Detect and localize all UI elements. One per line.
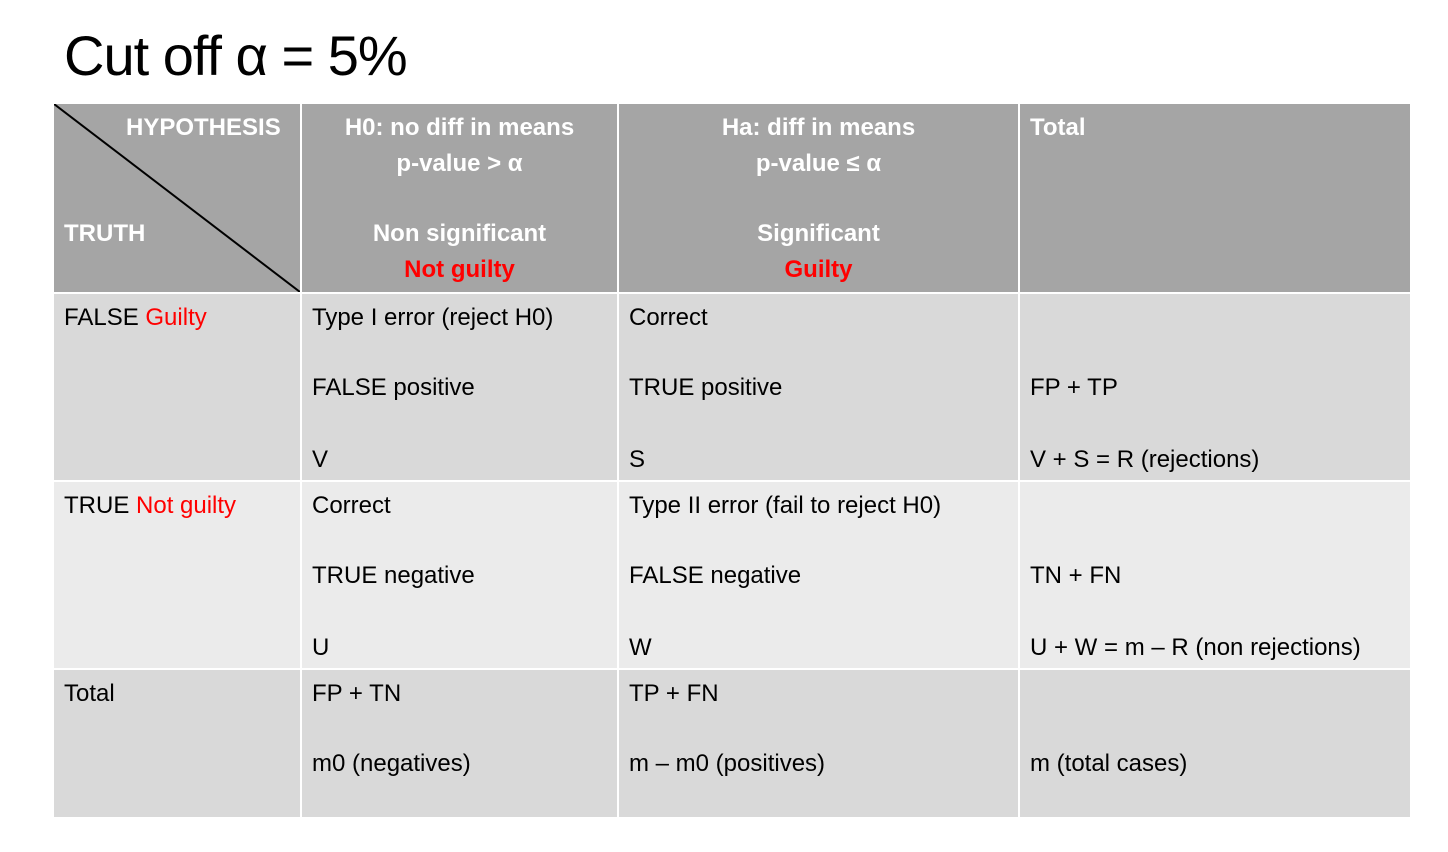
row-true-total-cell: TN + FN U + W = m – R (non rejections) bbox=[1020, 482, 1410, 668]
s-symbol: S bbox=[629, 446, 646, 473]
correct-label: Correct bbox=[629, 304, 708, 331]
row-false-guilty: Guilty bbox=[145, 304, 207, 331]
h0-title: H0: no diff in means bbox=[344, 114, 575, 141]
row-total-total-cell: m (total cases) bbox=[1020, 670, 1410, 817]
row-true-not-guilty: Not guilty bbox=[136, 492, 237, 519]
diagonal-divider bbox=[54, 104, 300, 292]
row-false-label-cell: FALSE Guilty bbox=[54, 294, 300, 480]
corner-hypothesis-label: HYPOTHESIS bbox=[126, 114, 281, 141]
positives-count: m – m0 (positives) bbox=[629, 750, 826, 777]
header-h0-cell: H0: no diff in means p-value > α Non sig… bbox=[302, 104, 617, 292]
row-true-label-cell: TRUE Not guilty bbox=[54, 482, 300, 668]
row-total-label-cell: Total bbox=[54, 670, 300, 817]
header-ha-cell: Ha: diff in means p-value ≤ α Significan… bbox=[619, 104, 1018, 292]
header-total-label: Total bbox=[1030, 114, 1086, 141]
negatives-count: m0 (negatives) bbox=[312, 750, 471, 777]
false-positive-label: FALSE positive bbox=[312, 374, 475, 401]
row-false-prefix: FALSE bbox=[64, 304, 139, 331]
tn-fn-sum: TN + FN bbox=[1030, 562, 1122, 589]
w-symbol: W bbox=[629, 634, 652, 661]
fp-tp-sum: FP + TP bbox=[1030, 374, 1118, 401]
h0-verdict: Not guilty bbox=[404, 256, 515, 283]
rejections-sum: V + S = R (rejections) bbox=[1030, 446, 1260, 473]
u-symbol: U bbox=[312, 634, 330, 661]
true-positive-label: TRUE positive bbox=[629, 374, 783, 401]
false-negative-label: FALSE negative bbox=[629, 562, 802, 589]
fp-tn-sum: FP + TN bbox=[312, 680, 402, 707]
h0-pvalue: p-value > α bbox=[396, 150, 523, 177]
non-rejections-sum: U + W = m – R (non rejections) bbox=[1030, 634, 1361, 661]
v-symbol: V bbox=[312, 446, 329, 473]
header-total-cell: Total bbox=[1020, 104, 1410, 292]
row-true-label: TRUE Not guilty bbox=[64, 488, 300, 524]
row-false-h0-cell: Type I error (reject H0) FALSE positive … bbox=[302, 294, 617, 480]
row-true-ha-cell: Type II error (fail to reject H0) FALSE … bbox=[619, 482, 1018, 668]
row-total-ha-cell: TP + FN m – m0 (positives) bbox=[619, 670, 1018, 817]
header-corner-cell: HYPOTHESIS TRUTH bbox=[54, 104, 300, 292]
row-false-label: FALSE Guilty bbox=[64, 300, 300, 336]
h0-significance: Non significant bbox=[372, 220, 547, 247]
contingency-table: HYPOTHESIS TRUTH H0: no diff in means p-… bbox=[54, 104, 1410, 817]
tp-fn-sum: TP + FN bbox=[629, 680, 719, 707]
type-one-error-label: Type I error (reject H0) bbox=[312, 304, 554, 331]
total-cases-count: m (total cases) bbox=[1030, 750, 1188, 777]
ha-pvalue: p-value ≤ α bbox=[755, 150, 882, 177]
ha-significance: Significant bbox=[757, 220, 880, 247]
row-false-ha-cell: Correct TRUE positive S bbox=[619, 294, 1018, 480]
slide-title: Cut off α = 5% bbox=[64, 24, 408, 87]
row-true-prefix: TRUE bbox=[64, 492, 130, 519]
true-negative-label: TRUE negative bbox=[312, 562, 475, 589]
ha-verdict: Guilty bbox=[784, 256, 853, 283]
ha-title: Ha: diff in means bbox=[721, 114, 916, 141]
corner-truth-label: TRUTH bbox=[64, 220, 146, 247]
correct-label: Correct bbox=[312, 492, 391, 519]
row-true-h0-cell: Correct TRUE negative U bbox=[302, 482, 617, 668]
row-total-label: Total bbox=[64, 680, 115, 707]
row-total-h0-cell: FP + TN m0 (negatives) bbox=[302, 670, 617, 817]
type-two-error-label: Type II error (fail to reject H0) bbox=[629, 492, 942, 519]
row-false-total-cell: FP + TP V + S = R (rejections) bbox=[1020, 294, 1410, 480]
